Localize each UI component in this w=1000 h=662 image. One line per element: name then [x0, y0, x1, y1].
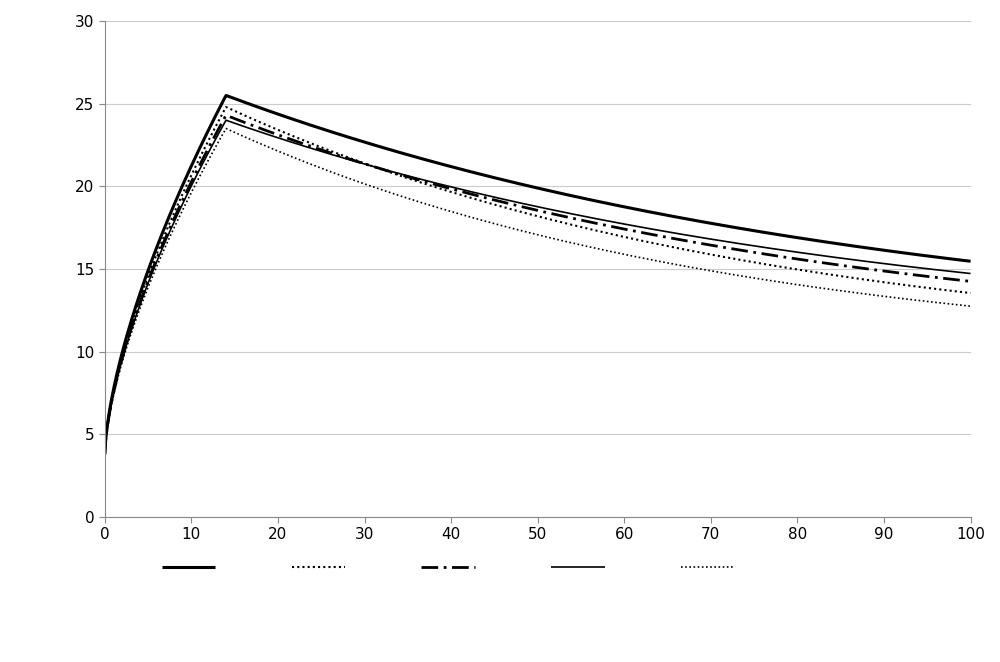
设备2 — [99, 450, 111, 458]
设备1 — [450, 164, 462, 172]
设备2 — [775, 263, 787, 271]
设备1 — [99, 450, 111, 458]
设备4 — [481, 191, 493, 199]
设备4 — [450, 184, 462, 192]
Line: 设备4: 设备4 — [105, 120, 971, 454]
设备1 — [220, 91, 232, 99]
设备1 — [694, 217, 706, 225]
设备3 — [481, 194, 493, 202]
设备2 — [481, 199, 493, 207]
设备4 — [775, 246, 787, 254]
设备5 — [99, 450, 111, 458]
设备4 — [790, 248, 802, 256]
设备2 — [220, 103, 232, 111]
设备1 — [965, 258, 977, 265]
设备4 — [694, 234, 706, 242]
设备2 — [790, 265, 802, 273]
设备5 — [965, 302, 977, 310]
设备3 — [694, 240, 706, 248]
设备5 — [790, 281, 802, 289]
设备2 — [450, 189, 462, 197]
设备1 — [481, 172, 493, 180]
设备5 — [450, 209, 462, 217]
设备1 — [187, 158, 199, 166]
Legend: 设备1, 设备2, 设备3, 设备4, 设备5: 设备1, 设备2, 设备3, 设备4, 设备5 — [156, 556, 798, 579]
Line: 设备1: 设备1 — [105, 95, 971, 454]
设备5 — [481, 218, 493, 226]
设备3 — [775, 253, 787, 261]
设备4 — [220, 117, 232, 124]
设备3 — [220, 111, 232, 119]
设备1 — [790, 234, 802, 242]
设备5 — [775, 278, 787, 286]
Line: 设备3: 设备3 — [105, 115, 971, 454]
设备4 — [99, 450, 111, 458]
设备5 — [220, 124, 232, 132]
Line: 设备2: 设备2 — [105, 107, 971, 454]
设备1 — [775, 231, 787, 239]
设备2 — [187, 167, 199, 175]
设备2 — [694, 248, 706, 256]
设备3 — [187, 174, 199, 182]
设备3 — [965, 277, 977, 285]
设备2 — [965, 289, 977, 297]
设备3 — [790, 255, 802, 263]
设备5 — [694, 265, 706, 273]
Line: 设备5: 设备5 — [105, 128, 971, 454]
设备3 — [99, 450, 111, 458]
设备4 — [965, 269, 977, 277]
设备5 — [187, 185, 199, 193]
设备4 — [187, 178, 199, 186]
设备3 — [450, 186, 462, 194]
